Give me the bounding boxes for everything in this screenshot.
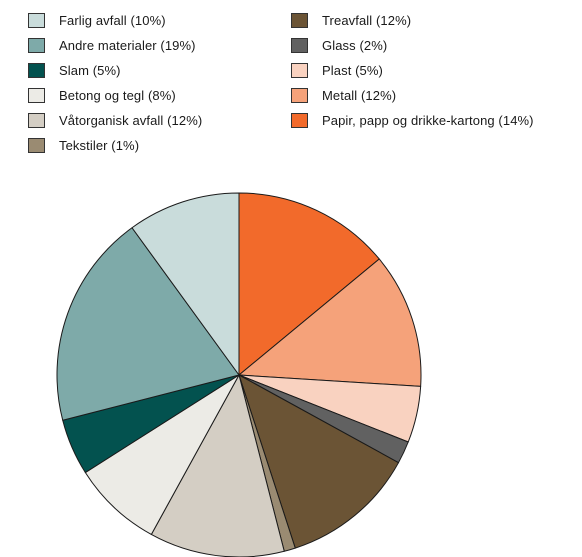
legend-label: Papir, papp og drikke-kartong (14%) — [322, 112, 534, 128]
legend-item: Papir, papp og drikke-kartong (14%) — [291, 111, 534, 129]
legend-item: Tekstiler (1%) — [28, 136, 139, 154]
pie-slice — [150, 374, 285, 557]
legend-label: Glass (2%) — [322, 37, 388, 53]
legend-label: Andre materialer (19%) — [59, 37, 196, 53]
legend-swatch — [291, 62, 308, 78]
chart-legend: Farlig avfall (10%) Andre materialer (19%… — [0, 0, 582, 180]
legend-item: Glass (2%) — [291, 36, 387, 54]
legend-label: Betong og tegl (8%) — [59, 87, 176, 103]
legend-item: Metall (12%) — [291, 86, 396, 104]
legend-swatch — [291, 87, 308, 103]
legend-label: Slam (5%) — [59, 62, 121, 78]
legend-swatch — [291, 112, 308, 128]
legend-swatch — [28, 87, 45, 103]
pie-slice — [131, 192, 240, 376]
legend-item: Våtorganisk avfall (12%) — [28, 111, 202, 129]
legend-item: Andre materialer (19%) — [28, 36, 196, 54]
legend-swatch — [28, 62, 45, 78]
legend-item: Slam (5%) — [28, 61, 121, 79]
legend-swatch — [28, 137, 45, 153]
legend-label: Farlig avfall (10%) — [59, 12, 166, 28]
legend-item: Betong og tegl (8%) — [28, 86, 176, 104]
legend-item: Farlig avfall (10%) — [28, 11, 166, 29]
legend-item: Treavfall (12%) — [291, 11, 411, 29]
pie-slice — [56, 227, 240, 421]
legend-label: Metall (12%) — [322, 87, 397, 103]
pie-slice — [238, 374, 399, 549]
legend-swatch — [28, 112, 45, 128]
legend-swatch — [291, 37, 308, 53]
pie-slice — [84, 374, 240, 535]
pie-slice — [238, 192, 380, 376]
pie-slice — [238, 258, 422, 387]
legend-swatch — [291, 12, 308, 28]
legend-swatch — [28, 12, 45, 28]
legend-label: Tekstiler (1%) — [59, 137, 140, 153]
legend-item: Plast (5%) — [291, 61, 383, 79]
legend-label: Våtorganisk avfall (12%) — [59, 112, 203, 128]
legend-label: Plast (5%) — [322, 62, 383, 78]
legend-label: Treavfall (12%) — [322, 12, 412, 28]
legend-swatch — [28, 37, 45, 53]
